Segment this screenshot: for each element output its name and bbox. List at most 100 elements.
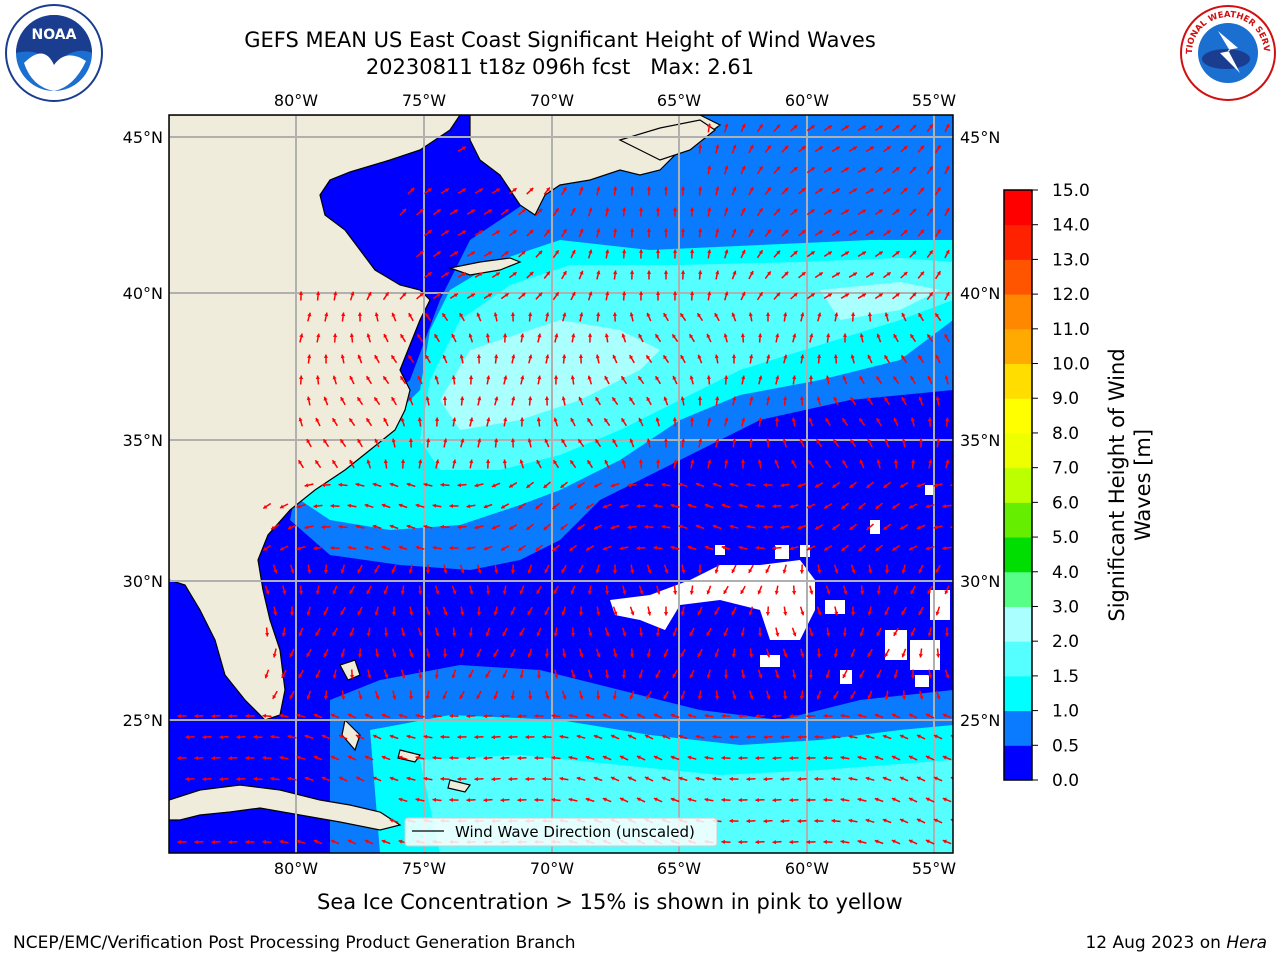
wind-arrow-head bbox=[861, 209, 866, 214]
wind-arrow-head bbox=[834, 569, 839, 574]
wind-arrow-head bbox=[835, 146, 840, 151]
wind-arrow-head bbox=[783, 695, 788, 700]
wind-arrow-head bbox=[289, 695, 294, 699]
wind-arrow-head bbox=[661, 734, 666, 739]
wind-arrow-head bbox=[848, 818, 853, 823]
wind-arrow-head bbox=[697, 313, 702, 318]
wind-arrow-head bbox=[850, 397, 855, 402]
colorbar-tick-label: 3.0 bbox=[1052, 597, 1079, 617]
wind-arrow-head bbox=[418, 674, 423, 679]
wind-arrow-head bbox=[494, 438, 499, 443]
wind-arrow-head bbox=[852, 188, 857, 193]
wind-arrow-head bbox=[663, 355, 668, 360]
wind-arrow-head bbox=[245, 755, 249, 761]
wind-arrow-head bbox=[780, 483, 785, 488]
wind-arrow-head bbox=[646, 355, 651, 360]
wind-arrow-head bbox=[622, 291, 627, 296]
wind-arrow-head bbox=[935, 313, 940, 318]
wind-arrow-head bbox=[916, 734, 921, 739]
wind-arrow-head bbox=[440, 524, 445, 529]
wind-arrow-head bbox=[602, 755, 607, 760]
wind-arrow-head bbox=[945, 208, 950, 212]
wind-arrow-head bbox=[841, 547, 846, 551]
wind-arrow-head bbox=[443, 438, 448, 443]
wind-arrow-head bbox=[835, 188, 840, 193]
wind-arrow-head bbox=[483, 798, 488, 803]
wind-arrow-head bbox=[827, 293, 832, 298]
wind-arrow-head bbox=[891, 839, 896, 844]
wind-arrow-head bbox=[825, 460, 830, 465]
wind-arrow-head bbox=[518, 546, 523, 551]
wind-arrow-head bbox=[767, 229, 771, 234]
wind-arrow-head bbox=[689, 249, 695, 253]
wind-arrow-head bbox=[452, 590, 457, 595]
wind-arrow-head bbox=[306, 695, 311, 700]
wind-arrow-head bbox=[954, 229, 958, 233]
arrow-legend: Wind Wave Direction (unscaled) bbox=[404, 817, 718, 847]
wind-arrow-head bbox=[613, 228, 618, 233]
wind-arrow-head bbox=[542, 776, 546, 782]
graticule bbox=[169, 115, 953, 853]
wind-arrow-head bbox=[895, 125, 900, 129]
wind-arrow-head bbox=[364, 545, 369, 550]
lat-label-right: 35°N bbox=[960, 431, 1000, 450]
wind-arrow-head bbox=[835, 230, 840, 235]
wind-arrow-head bbox=[935, 611, 940, 616]
wind-arrow-head bbox=[554, 292, 559, 297]
wind-arrow-head bbox=[228, 755, 232, 761]
wind-arrow-head bbox=[697, 653, 702, 657]
wind-arrow-head bbox=[834, 611, 839, 616]
wind-arrow-head bbox=[355, 776, 360, 781]
wind-arrow-head bbox=[936, 438, 941, 443]
wind-arrow-head bbox=[861, 167, 866, 172]
wind-arrow-head bbox=[817, 569, 822, 574]
wind-arrow-head bbox=[375, 653, 380, 658]
wind-arrow-head bbox=[330, 839, 335, 844]
wind-arrow-head bbox=[936, 229, 941, 234]
wind-arrow-head bbox=[912, 124, 917, 129]
wind-arrow-head bbox=[381, 545, 386, 550]
wind-arrow-head bbox=[893, 417, 898, 422]
wind-arrow-head bbox=[483, 756, 488, 761]
colorbar-segment bbox=[1004, 537, 1032, 573]
wind-arrow-head bbox=[374, 312, 379, 317]
wind-arrow-head bbox=[389, 524, 394, 529]
wind-arrow-head bbox=[741, 375, 746, 380]
wind-arrow-head bbox=[884, 611, 889, 616]
wind-arrow-head bbox=[502, 459, 507, 464]
wind-arrow-head bbox=[655, 249, 661, 253]
wind-arrow-head bbox=[868, 569, 873, 574]
wind-arrow-head bbox=[945, 124, 950, 128]
wind-arrow-head bbox=[478, 188, 483, 193]
wind-arrow-head bbox=[893, 631, 898, 636]
wind-arrow-head bbox=[398, 839, 403, 844]
wind-arrow-head bbox=[792, 375, 797, 380]
wind-arrow-head bbox=[525, 734, 529, 740]
lon-labels-top: 80°W 75°W 70°W 65°W 60°W 55°W bbox=[274, 91, 956, 110]
wind-arrow-head bbox=[366, 459, 371, 464]
wind-arrow-head bbox=[452, 632, 457, 637]
chart-title-line1: GEFS MEAN US East Coast Significant Heig… bbox=[244, 28, 876, 52]
wind-arrow-head bbox=[372, 734, 377, 739]
wind-arrow-head bbox=[391, 612, 397, 616]
wind-arrow-head bbox=[298, 291, 304, 295]
wind-arrow-head bbox=[545, 354, 550, 359]
wind-arrow-head bbox=[451, 674, 456, 679]
wind-arrow-head bbox=[827, 209, 832, 214]
wind-arrow-head bbox=[537, 333, 542, 338]
wind-arrow-head bbox=[586, 504, 591, 509]
wind-arrow-head bbox=[521, 209, 526, 213]
wind-arrow-head bbox=[357, 611, 362, 615]
wind-arrow-head bbox=[908, 839, 913, 844]
wind-arrow-head bbox=[774, 590, 779, 595]
wind-arrow-head bbox=[841, 505, 846, 509]
wind-arrow-head bbox=[800, 653, 805, 658]
wind-arrow-head bbox=[330, 503, 334, 509]
wind-arrow-head bbox=[655, 632, 660, 637]
wind-arrow-head bbox=[316, 333, 321, 338]
wind-arrow-head bbox=[613, 653, 618, 658]
wind-arrow-head bbox=[554, 333, 559, 338]
wind-arrow-head bbox=[619, 546, 624, 551]
wind-arrow-head bbox=[707, 291, 712, 296]
wind-arrow-head bbox=[899, 734, 904, 739]
